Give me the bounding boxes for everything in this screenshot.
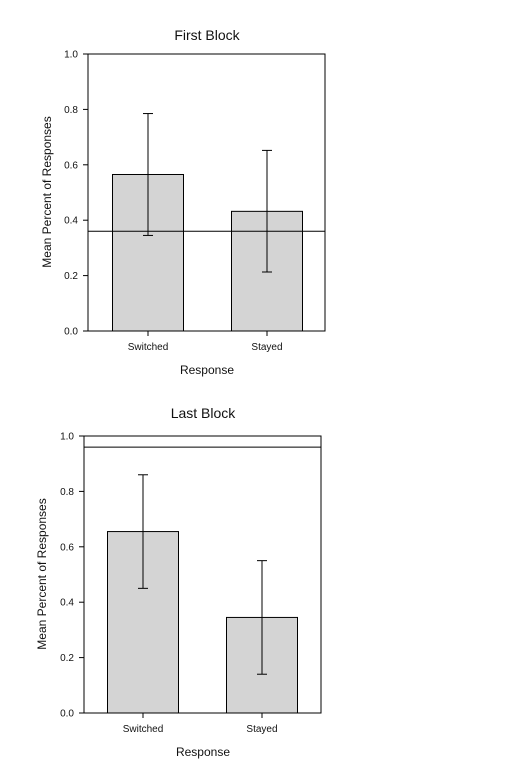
category-labels: Switched Stayed xyxy=(128,331,283,353)
bars xyxy=(112,173,303,332)
bars xyxy=(107,531,298,714)
plot-frame xyxy=(83,435,322,714)
error-bars xyxy=(138,474,267,675)
y-tick-label: 0.4 xyxy=(60,598,74,609)
chart-first-block: First Block Mean Percent of Responses Re… xyxy=(40,27,326,377)
y-axis-label: Mean Percent of Responses xyxy=(40,116,54,267)
y-axis-label: Mean Percent of Responses xyxy=(35,498,49,649)
x-tick-label: Switched xyxy=(123,724,164,735)
plot-frame xyxy=(87,53,326,332)
y-tick-label: 0.0 xyxy=(64,327,78,338)
y-tick-label: 0.2 xyxy=(64,271,78,282)
x-tick-label: Switched xyxy=(128,342,169,353)
y-tick-label: 1.0 xyxy=(60,432,74,443)
y-tick-label: 0.2 xyxy=(60,653,74,664)
y-tick-label: 0.0 xyxy=(60,709,74,720)
error-bars xyxy=(143,113,272,273)
x-tick-label: Stayed xyxy=(251,342,282,353)
chart-title: First Block xyxy=(174,27,240,43)
y-tick-label: 0.6 xyxy=(60,542,74,553)
y-tick-label: 0.6 xyxy=(64,160,78,171)
chart-last-block: Last Block Mean Percent of Responses Res… xyxy=(35,405,322,759)
x-axis-label: Response xyxy=(176,745,230,759)
y-axis-ticks: 0.0 0.2 0.4 0.6 0.8 1.0 xyxy=(64,50,88,338)
y-tick-label: 0.8 xyxy=(64,105,78,116)
y-tick-label: 0.8 xyxy=(60,487,74,498)
y-axis-ticks: 0.0 0.2 0.4 0.6 0.8 1.0 xyxy=(60,432,84,720)
y-tick-label: 0.4 xyxy=(64,216,78,227)
x-tick-label: Stayed xyxy=(246,724,277,735)
chart-title: Last Block xyxy=(171,405,237,421)
y-tick-label: 1.0 xyxy=(64,50,78,61)
category-labels: Switched Stayed xyxy=(123,713,278,735)
x-axis-label: Response xyxy=(180,363,234,377)
